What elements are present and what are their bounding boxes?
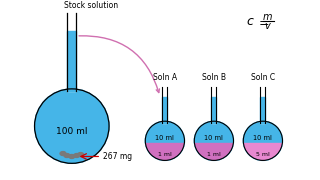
Text: 267 mg: 267 mg — [103, 152, 132, 161]
Text: 100 ml: 100 ml — [56, 127, 88, 136]
Text: 10 ml: 10 ml — [204, 135, 223, 141]
Text: Stock solution: Stock solution — [64, 1, 118, 10]
Bar — [212, 97, 216, 123]
Text: 10 ml: 10 ml — [156, 135, 174, 141]
Ellipse shape — [74, 154, 80, 158]
FancyArrowPatch shape — [79, 36, 159, 93]
Text: $=$: $=$ — [256, 15, 270, 28]
Text: 10 ml: 10 ml — [253, 135, 272, 141]
Ellipse shape — [60, 152, 66, 156]
Text: $m$: $m$ — [262, 12, 273, 22]
Text: 5 ml: 5 ml — [256, 152, 270, 157]
Text: Soln C: Soln C — [251, 73, 275, 82]
Text: Soln A: Soln A — [153, 73, 177, 82]
Circle shape — [145, 121, 185, 160]
Bar — [243, 143, 283, 180]
Bar — [260, 87, 265, 123]
Text: $v$: $v$ — [264, 21, 272, 31]
Circle shape — [35, 89, 109, 163]
Bar — [68, 13, 76, 91]
Bar — [194, 143, 234, 180]
Ellipse shape — [69, 154, 75, 158]
Bar — [212, 87, 216, 123]
Circle shape — [243, 121, 283, 160]
Text: 1 ml: 1 ml — [158, 152, 172, 157]
Bar — [145, 143, 185, 180]
Text: $c$: $c$ — [246, 15, 255, 28]
Bar — [163, 87, 167, 123]
Text: 1 ml: 1 ml — [207, 152, 221, 157]
Bar — [260, 97, 265, 123]
Ellipse shape — [78, 153, 84, 156]
Ellipse shape — [64, 154, 70, 158]
Bar — [163, 97, 167, 123]
Circle shape — [194, 121, 234, 160]
Bar — [68, 31, 76, 91]
Text: Soln B: Soln B — [202, 73, 226, 82]
